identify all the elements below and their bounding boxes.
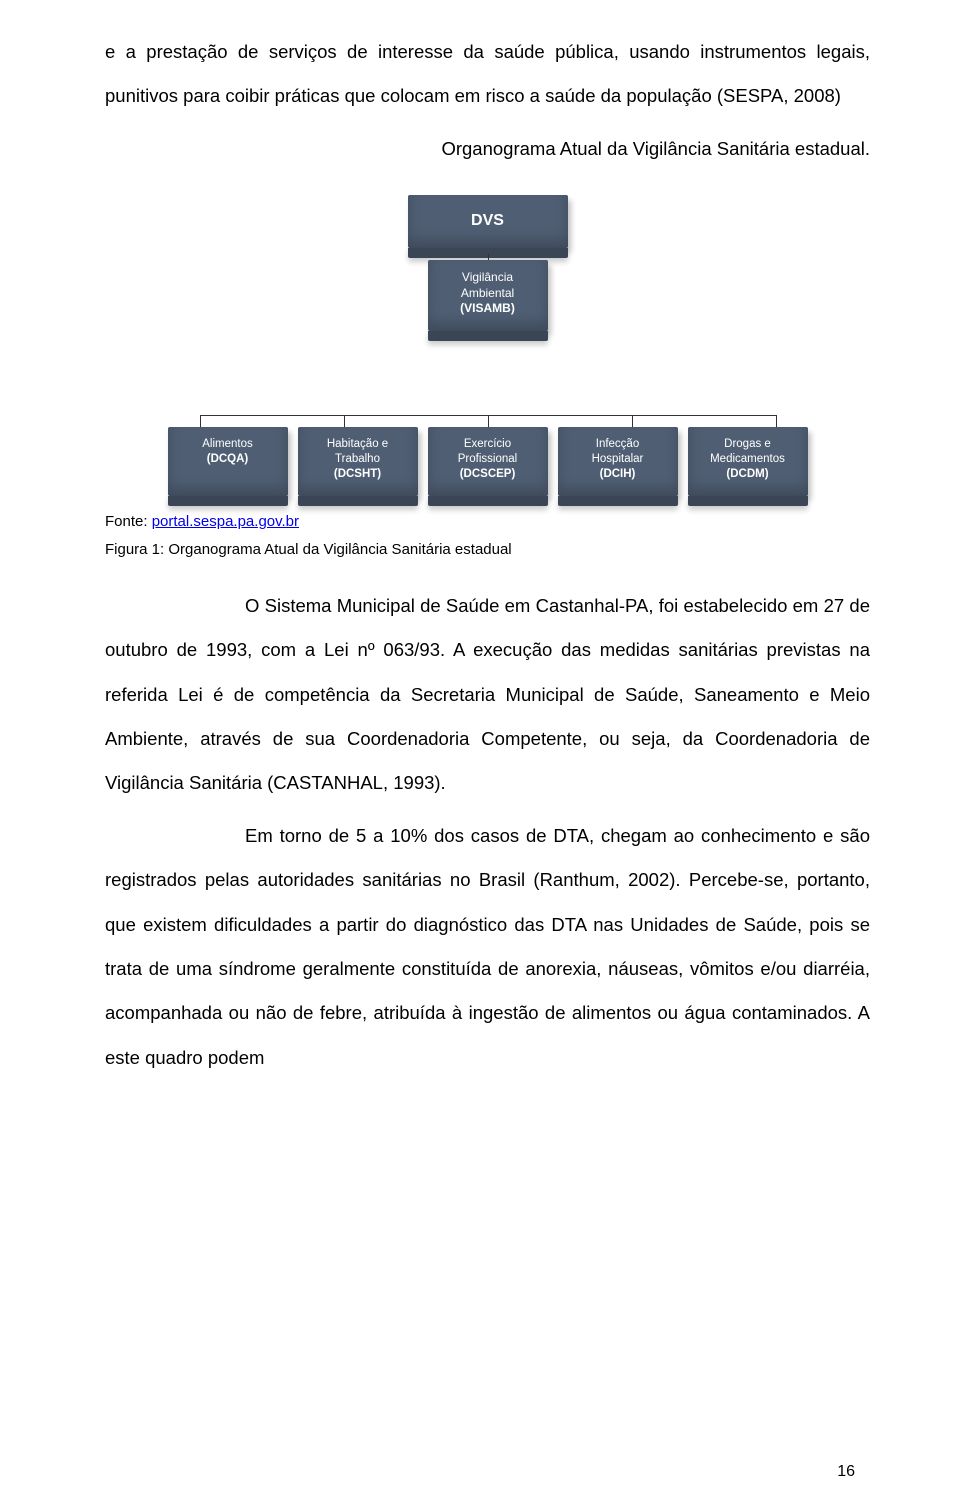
org-node-dcscep: Exercício Profissional (DCSCEP)	[428, 427, 548, 496]
paragraph-body-2: Em torno de 5 a 10% dos casos de DTA, ch…	[105, 814, 870, 1080]
org-bottom-row: Alimentos (DCQA) Habitação e Trabalho (D…	[168, 427, 808, 496]
org-connectors	[168, 363, 808, 393]
org-title: Organograma Atual da Vigilância Sanitári…	[105, 127, 870, 171]
paragraph-intro: e a prestação de serviços de interesse d…	[105, 30, 870, 119]
figure-caption: Figura 1: Organograma Atual da Vigilânci…	[105, 538, 870, 562]
org-node-dcdm: Drogas e Medicamentos (DCDM)	[688, 427, 808, 496]
page-number: 16	[837, 1463, 855, 1481]
org-node-dcih: Infecção Hospitalar (DCIH)	[558, 427, 678, 496]
org-node-dcsht: Habitação e Trabalho (DCSHT)	[298, 427, 418, 496]
org-node-top: DVS	[408, 195, 568, 248]
org-mid-line1: Vigilância	[462, 270, 513, 284]
org-chart: DVS Vigilância Ambiental (VISAMB)	[105, 195, 870, 496]
org-top-label: DVS	[471, 212, 504, 229]
source-link[interactable]: portal.sespa.pa.gov.br	[152, 513, 299, 530]
paragraph-body-1: O Sistema Municipal de Saúde em Castanha…	[105, 584, 870, 806]
org-node-dcqa: Alimentos (DCQA)	[168, 427, 288, 496]
source-label: Fonte:	[105, 513, 152, 530]
org-node-visamb: Vigilância Ambiental (VISAMB)	[428, 260, 548, 331]
org-mid-line2: Ambiental	[461, 286, 514, 300]
figure-source: Fonte: portal.sespa.pa.gov.br	[105, 510, 870, 534]
org-mid-abbr: (VISAMB)	[460, 301, 515, 315]
